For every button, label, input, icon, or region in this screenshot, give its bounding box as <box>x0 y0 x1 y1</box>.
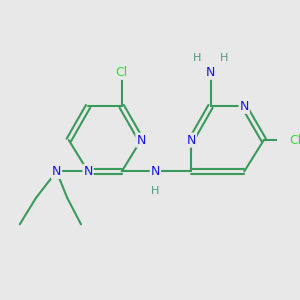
Text: N: N <box>239 100 249 113</box>
Text: N: N <box>151 165 160 178</box>
Text: N: N <box>187 134 196 147</box>
Text: H: H <box>193 52 201 62</box>
Text: N: N <box>206 66 215 79</box>
Text: N: N <box>52 165 61 178</box>
Text: H: H <box>151 186 160 196</box>
Text: N: N <box>83 165 93 178</box>
Text: H: H <box>220 52 229 62</box>
Text: Cl: Cl <box>289 134 300 147</box>
Text: Cl: Cl <box>116 66 128 79</box>
Text: N: N <box>136 134 146 147</box>
